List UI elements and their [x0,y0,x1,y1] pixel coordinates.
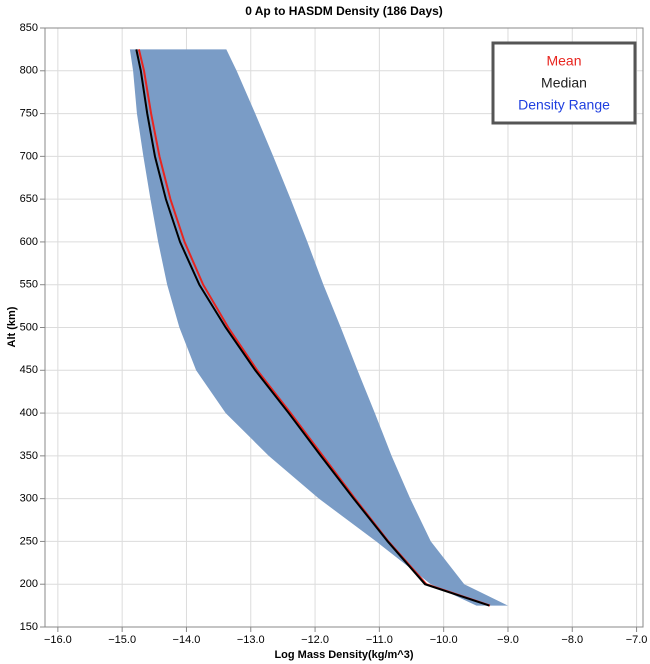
x-tick-label: −16.0 [44,634,72,646]
y-tick-label: 500 [20,321,38,333]
legend-box [491,41,637,125]
x-tick-label: −11.0 [366,634,393,646]
x-tick-label: −7.0 [626,634,648,646]
y-tick-label: 550 [20,279,38,291]
x-tick-label: −10.0 [430,634,458,646]
y-tick-label: 800 [20,65,38,77]
y-tick-label: 400 [20,407,38,419]
x-tick-label: −9.0 [497,634,519,646]
legend-entry: Density Range [518,97,610,113]
y-tick-label: 300 [20,493,38,505]
legend-entry: Mean [546,53,581,69]
legend-entry: Median [541,75,587,91]
x-tick-label: −12.0 [301,634,329,646]
density-range-area [129,49,508,606]
y-tick-label: 600 [20,236,38,248]
x-tick-label: −14.0 [173,634,201,646]
y-tick-label: 200 [20,578,38,590]
x-tick-label: −15.0 [108,634,136,646]
y-tick-label: 650 [20,193,38,205]
y-tick-label: 150 [20,621,38,633]
plot-frame [44,27,644,628]
y-tick-label: 450 [20,364,38,376]
chart-title: 0 Ap to HASDM Density (186 Days) [245,4,443,18]
x-tick-label: −8.0 [561,634,583,646]
series-line [135,49,490,607]
y-tick-label: 250 [20,535,38,547]
y-tick-label: 850 [20,22,38,34]
y-tick-label: 700 [20,150,38,162]
x-axis-label: Log Mass Density(kg/m^3) [274,649,413,661]
y-tick-label: 350 [20,450,38,462]
y-tick-label: 750 [20,107,38,119]
y-axis-label: Alt (km) [6,306,18,347]
x-tick-label: −13.0 [237,634,265,646]
